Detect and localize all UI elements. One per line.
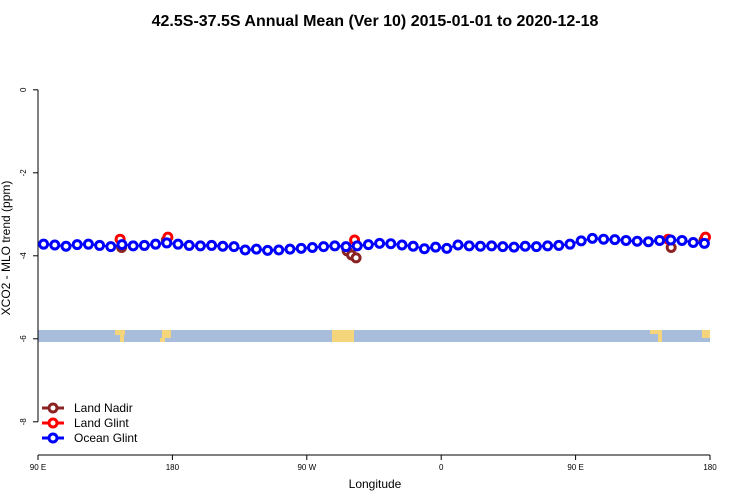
point [172,238,184,250]
point [194,240,206,252]
point [598,233,610,245]
point [228,241,240,253]
point [564,238,576,250]
point [351,240,363,252]
point [687,237,699,249]
point [609,234,621,246]
point [575,235,587,247]
point [374,237,386,249]
legend-label: Land Nadir [74,401,133,415]
point [452,239,464,251]
legend-marker [47,402,59,414]
x-tick-label: 180 [166,463,180,472]
point [542,240,554,252]
point [553,239,565,251]
point [497,241,509,253]
point [407,240,419,252]
x-tick-label: 0 [439,463,444,472]
point [116,239,128,251]
point [94,239,106,251]
point [284,243,296,255]
point [486,240,498,252]
point [82,238,94,250]
point [206,239,218,251]
point [631,235,643,247]
point [127,240,139,252]
point [362,239,374,251]
point [306,242,318,253]
legend-label: Ocean Glint [74,431,138,445]
point [318,241,330,253]
point [676,234,688,246]
point [665,234,677,246]
point [138,239,150,251]
point [385,238,397,250]
y-tick-label: -4 [19,252,28,260]
point [418,243,430,255]
point [698,237,710,249]
y-tick-label: -2 [19,169,28,177]
x-axis-label: Longitude [349,477,402,491]
point [350,252,362,264]
y-tick-label: 0 [19,87,28,92]
point [239,244,251,256]
point [262,244,274,256]
point [340,241,352,253]
point [161,237,173,249]
point [441,242,453,254]
point [620,234,632,246]
x-tick-label: 90 W [297,463,316,472]
point [60,240,72,252]
y-tick-label: -8 [19,418,28,426]
point [38,238,50,250]
x-tick-label: 90 E [30,463,46,472]
point [463,240,475,252]
point [217,240,229,252]
x-tick-label: 180 [703,463,717,472]
point [183,239,195,251]
point [273,244,285,256]
point [654,234,666,246]
x-tick-label: 90 E [567,463,583,472]
point [508,241,520,253]
y-axis-label: XCO2 - MLO trend (ppm) [0,181,13,316]
point [150,238,162,250]
legend-label: Land Glint [74,416,129,430]
point [396,239,408,251]
point [71,239,83,251]
point [642,236,654,248]
point [586,232,598,244]
point [295,242,307,254]
y-tick-label: -6 [19,335,28,343]
point [530,241,542,253]
point [250,243,262,255]
chart-title: 42.5S-37.5S Annual Mean (Ver 10) 2015-01… [152,13,599,30]
land-mask-strip [38,330,710,342]
legend-marker [47,417,59,429]
legend-marker [47,432,59,444]
point [519,240,531,252]
point [105,241,117,253]
point [329,240,341,252]
point [474,240,486,252]
point [49,239,61,251]
point [430,241,442,253]
